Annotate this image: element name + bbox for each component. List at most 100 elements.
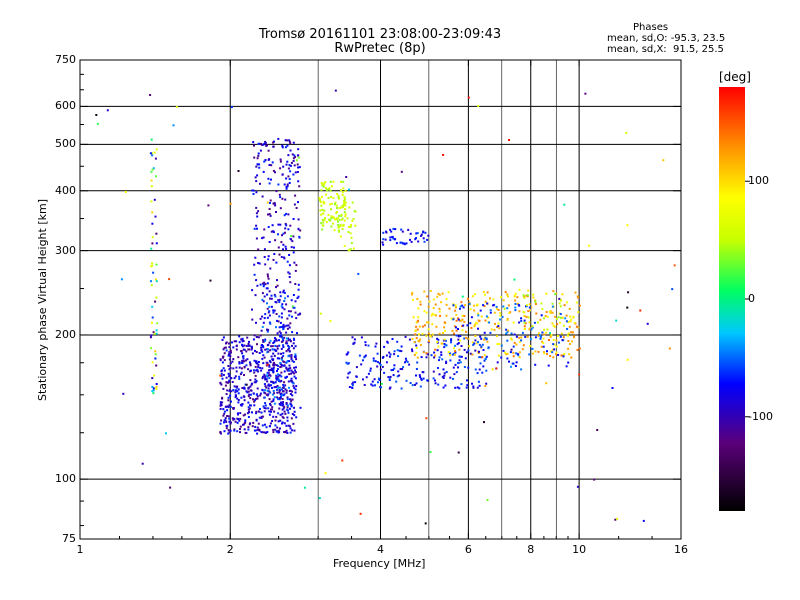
echo-point	[279, 363, 282, 366]
echo-point	[365, 376, 368, 379]
echo-point	[539, 337, 542, 340]
echo-point	[282, 232, 285, 235]
echo-point	[289, 310, 292, 313]
echo-point	[374, 360, 377, 363]
echo-point	[474, 368, 477, 371]
echo-point	[250, 348, 253, 351]
echo-point	[548, 310, 551, 313]
echo-point	[227, 432, 230, 435]
echo-point	[386, 341, 389, 344]
y-tick-label: 400	[55, 183, 76, 197]
echo-point	[433, 356, 436, 359]
chart-title-line2: RwPretec (8p)	[334, 41, 426, 56]
echo-point	[269, 214, 272, 217]
echo-point	[423, 310, 426, 313]
echo-point	[255, 380, 258, 383]
echo-point	[260, 369, 263, 372]
echo-point	[481, 371, 484, 374]
echo-point	[262, 283, 265, 286]
echo-point	[266, 316, 269, 319]
echo-point	[556, 335, 559, 337]
echo-point	[269, 402, 271, 405]
echo-point	[287, 213, 290, 216]
echo-point	[258, 142, 261, 145]
echo-point	[285, 303, 288, 306]
echo-point	[303, 486, 306, 489]
echo-point	[505, 332, 508, 335]
echo-point	[219, 404, 222, 407]
echo-point	[281, 398, 284, 400]
echo-point	[561, 339, 564, 342]
echo-point	[272, 169, 275, 172]
echo-point	[553, 325, 556, 328]
echo-point	[512, 345, 515, 348]
echo-point	[258, 352, 261, 354]
echo-point	[489, 331, 492, 334]
echo-point	[293, 410, 296, 413]
echo-point	[274, 301, 277, 303]
echo-point	[273, 293, 276, 296]
echo-point	[238, 419, 241, 422]
y-tick-label: 600	[55, 99, 76, 113]
echo-point	[434, 379, 436, 382]
echo-point	[444, 384, 447, 387]
echo-point	[416, 361, 419, 364]
echo-point	[322, 183, 325, 186]
echo-point	[646, 322, 649, 325]
echo-point	[477, 319, 480, 322]
echo-point	[320, 204, 323, 207]
echo-point	[578, 347, 581, 350]
echo-point	[242, 423, 244, 426]
echo-point	[322, 221, 325, 224]
echo-point	[257, 210, 260, 213]
echo-point	[239, 425, 242, 428]
echo-point	[567, 347, 570, 350]
echo-point	[227, 399, 230, 402]
echo-point	[466, 297, 469, 300]
echo-point	[282, 243, 285, 246]
echo-point	[442, 368, 445, 371]
echo-point	[225, 393, 228, 395]
echo-point	[219, 358, 222, 361]
echo-point	[474, 293, 477, 296]
echo-point	[298, 166, 301, 169]
echo-point	[291, 371, 294, 373]
echo-point	[226, 409, 229, 412]
echo-point	[327, 213, 330, 216]
echo-point	[268, 182, 271, 185]
echo-point	[293, 164, 296, 167]
echo-point	[290, 400, 293, 403]
echo-point	[268, 365, 271, 368]
echo-point	[289, 367, 292, 370]
echo-point	[514, 292, 517, 295]
echo-point	[436, 337, 439, 340]
echo-point	[285, 163, 288, 166]
echo-point	[349, 224, 352, 226]
echo-point	[534, 363, 537, 366]
echo-point	[247, 386, 250, 389]
echo-point	[267, 369, 270, 372]
echo-point	[264, 348, 267, 351]
colorbar-ticks	[745, 180, 750, 418]
echo-point	[274, 171, 276, 174]
y-tick-label: 750	[55, 53, 76, 66]
echo-point	[290, 354, 293, 356]
echo-point	[245, 383, 248, 386]
echo-point	[459, 355, 462, 358]
echo-point	[264, 283, 267, 286]
echo-point	[235, 348, 238, 351]
echo-point	[266, 273, 269, 276]
echo-point	[275, 430, 278, 433]
colorbar	[719, 87, 745, 511]
echo-point	[262, 375, 264, 378]
echo-point	[152, 167, 155, 170]
echo-point	[265, 393, 268, 396]
echo-point	[287, 310, 290, 313]
echo-point	[483, 331, 486, 334]
echo-point	[533, 321, 536, 324]
echo-point	[291, 153, 294, 156]
echo-point	[293, 246, 295, 249]
echo-point	[281, 146, 284, 149]
echo-point	[150, 170, 153, 173]
echo-point	[254, 256, 257, 259]
